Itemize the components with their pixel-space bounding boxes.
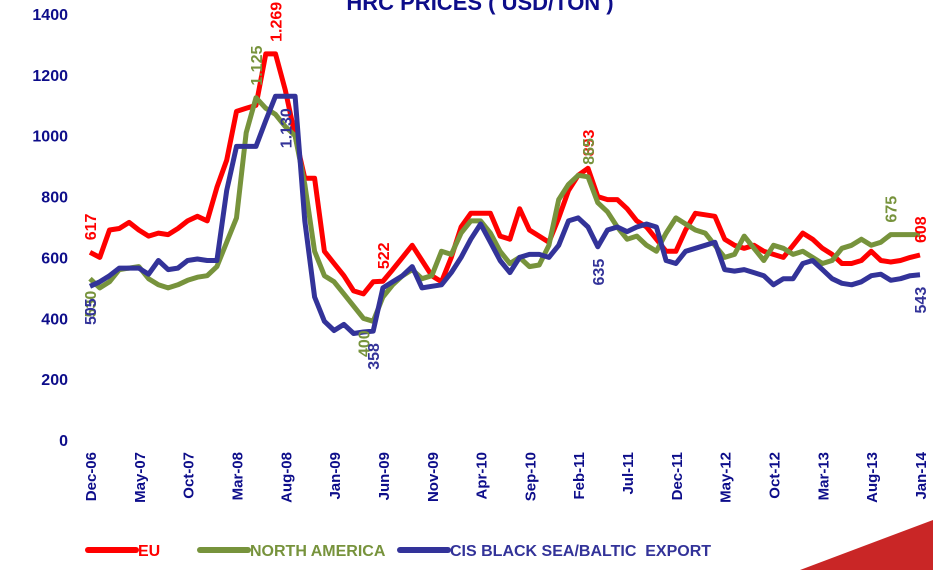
x-tick-label: Feb-11 <box>571 452 588 500</box>
y-tick-label: 200 <box>41 372 68 389</box>
data-label: 608 <box>913 216 930 243</box>
x-tick-label: Jun-09 <box>376 452 393 500</box>
chart-title: HRC PRICES ( USD/TON ) <box>346 0 613 15</box>
data-label: 400 <box>356 330 373 357</box>
y-tick-label: 1000 <box>32 129 68 146</box>
series-line <box>88 51 921 297</box>
data-label: 675 <box>884 196 901 223</box>
x-tick-label: Aug-13 <box>864 452 881 503</box>
x-tick-label: Nov-09 <box>425 452 442 502</box>
y-tick-label: 1200 <box>32 68 68 85</box>
y-tick-label: 400 <box>41 311 68 328</box>
x-tick-label: Sep-10 <box>522 452 539 501</box>
data-label: 1.269 <box>269 2 286 42</box>
data-label: 522 <box>376 242 393 269</box>
x-tick-label: May-07 <box>132 452 149 503</box>
y-tick-label: 600 <box>41 250 68 267</box>
x-tick-label: Oct-07 <box>181 452 198 499</box>
series-line <box>88 93 921 336</box>
x-tick-label: Dec-06 <box>83 452 100 501</box>
data-label: 893 <box>581 129 598 156</box>
y-tick-label: 0 <box>59 433 68 450</box>
x-tick-label: Jan-09 <box>327 452 344 500</box>
legend-label: NORTH AMERICA <box>250 543 386 560</box>
x-tick-label: Jul-11 <box>620 452 637 495</box>
legend-label: EU <box>138 543 160 560</box>
data-label: 1.130 <box>278 108 295 148</box>
legend-label: CIS BLACK SEA/BALTIC EXPORT <box>450 543 711 560</box>
y-tick-label: 1400 <box>32 7 68 24</box>
data-label: 543 <box>913 287 930 314</box>
data-label: 530 <box>83 291 100 318</box>
data-label: 505 <box>83 298 100 325</box>
data-label: 865 <box>581 138 598 165</box>
y-tick-label: 800 <box>41 190 68 207</box>
series-line <box>88 95 920 324</box>
x-tick-label: Mar-13 <box>815 452 832 500</box>
data-label: 635 <box>591 259 608 286</box>
x-tick-label: May-12 <box>718 452 735 503</box>
x-tick-label: Apr-10 <box>474 452 491 500</box>
decor-swoosh <box>800 520 933 570</box>
data-label: 617 <box>83 213 100 240</box>
x-tick-label: Aug-08 <box>278 452 295 503</box>
x-tick-label: Oct-12 <box>767 452 784 499</box>
data-label: 358 <box>366 343 383 370</box>
x-tick-label: Jan-14 <box>913 451 930 499</box>
x-tick-label: Mar-08 <box>229 452 246 500</box>
data-label: 1.125 <box>249 46 266 86</box>
x-tick-label: Dec-11 <box>669 452 686 500</box>
